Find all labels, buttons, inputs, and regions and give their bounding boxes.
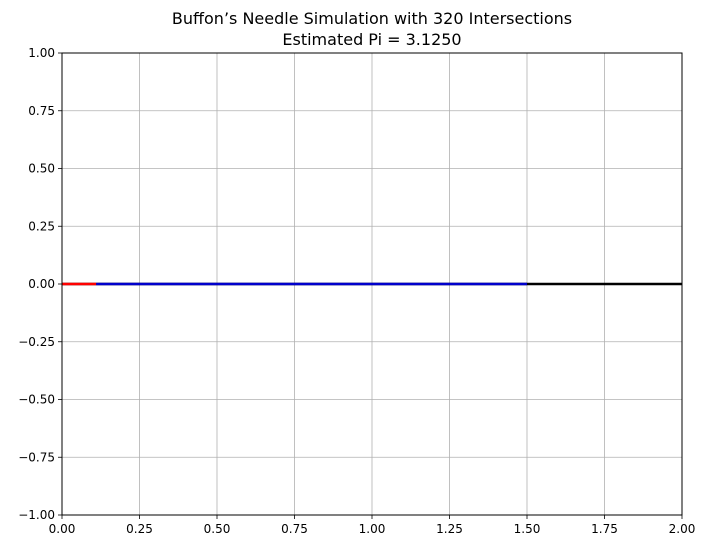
x-tick-label: 1.25 (436, 522, 463, 536)
chart-title-line-2: Estimated Pi = 3.1250 (282, 30, 461, 49)
y-tick-label: −1.00 (18, 508, 55, 522)
x-tick-label: 2.00 (669, 522, 696, 536)
y-tick-label: −0.75 (18, 450, 55, 464)
x-tick-label: 1.00 (359, 522, 386, 536)
x-tick-label: 1.75 (591, 522, 618, 536)
y-tick-label: −0.50 (18, 393, 55, 407)
y-tick-label: 0.25 (28, 219, 55, 233)
chart-title-line-1: Buffon’s Needle Simulation with 320 Inte… (172, 9, 572, 28)
y-tick-label: 0.75 (28, 104, 55, 118)
x-tick-label: 0.50 (204, 522, 231, 536)
x-tick-label: 0.25 (126, 522, 153, 536)
x-tick-label: 1.50 (514, 522, 541, 536)
y-tick-label: 1.00 (28, 46, 55, 60)
x-tick-label: 0.75 (281, 522, 308, 536)
y-tick-label: 0.50 (28, 162, 55, 176)
y-tick-label: −0.25 (18, 335, 55, 349)
axis-ticks: 0.00 0.25 0.50 0.75 1.00 1.25 1.50 1.75 2.00 1.00… (18, 46, 695, 536)
x-tick-label: 0.00 (49, 522, 76, 536)
y-tick-label: 0.00 (28, 277, 55, 291)
